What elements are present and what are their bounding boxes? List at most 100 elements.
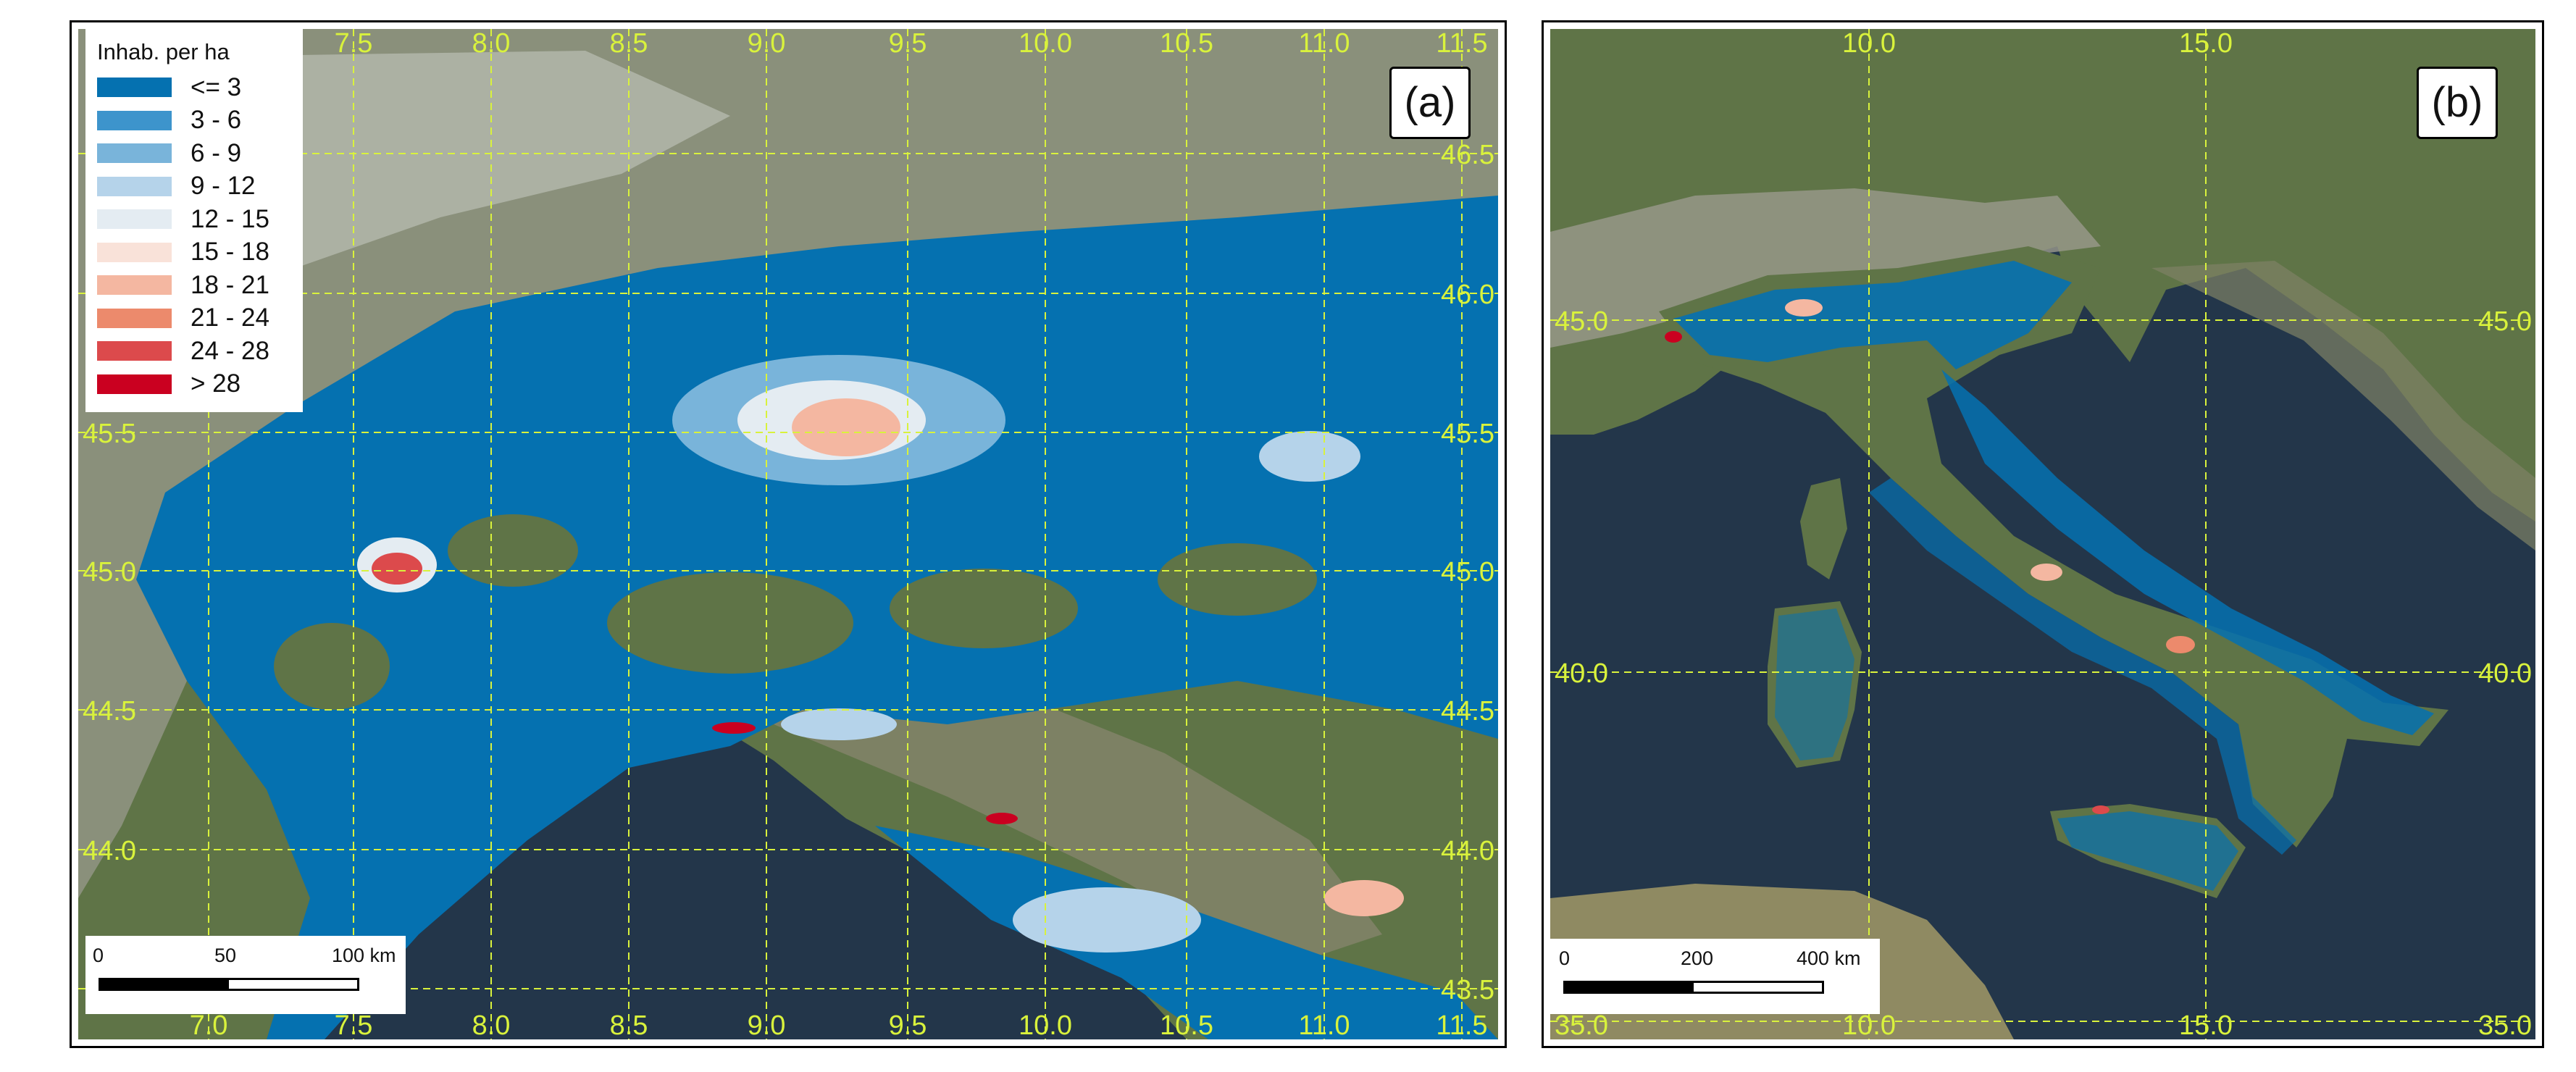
lat-labels-left-b: 45.0 40.0 35.0 <box>1555 306 1608 1039</box>
legend-swatch <box>97 110 172 130</box>
legend-label: 3 - 6 <box>191 106 242 135</box>
density-high-genoa <box>712 722 756 734</box>
legend-item: 9 - 12 <box>97 170 291 204</box>
scale-tick: 400 km <box>1797 947 1861 969</box>
rural-gap <box>890 569 1078 648</box>
scale-tick: 50 <box>214 945 237 966</box>
legend-item: 6 - 9 <box>97 137 291 170</box>
lat-label: 43.5 <box>1441 975 1494 1005</box>
rural-gap <box>274 623 390 710</box>
map-panel-a[interactable]: 7.5 8.0 8.5 9.0 9.5 10.0 10.5 11.0 11.5 … <box>78 29 1498 1039</box>
legend-item: > 28 <box>97 368 291 401</box>
map-a-canvas: 7.5 8.0 8.5 9.0 9.5 10.0 10.5 11.0 11.5 … <box>78 29 1498 1039</box>
legend-swatch <box>97 374 172 394</box>
density-medium <box>781 708 897 740</box>
legend-swatch <box>97 242 172 262</box>
lat-label: 45.5 <box>83 419 136 449</box>
rural-gap <box>1158 543 1317 616</box>
lat-label: 40.0 <box>1555 658 1608 689</box>
lat-label: 44.0 <box>83 836 136 866</box>
lon-label: 11.5 <box>1436 29 1487 59</box>
lat-label: 44.5 <box>83 696 136 726</box>
lon-label: 9.0 <box>748 1010 786 1039</box>
lon-label: 11.0 <box>1298 1010 1350 1039</box>
map-panel-b[interactable]: 10.0 15.0 10.0 15.0 45.0 40.0 35.0 45.0 … <box>1550 29 2535 1039</box>
legend-item: 12 - 15 <box>97 203 291 236</box>
density-low-italy <box>1673 261 2072 369</box>
legend-item: 15 - 18 <box>97 236 291 269</box>
legend-item: 21 - 24 <box>97 302 291 335</box>
land-central-europe <box>1550 29 2535 522</box>
legend-swatch <box>97 209 172 230</box>
scale-tick: 0 <box>1559 947 1571 969</box>
lon-label: 7.5 <box>335 1010 373 1039</box>
lon-label: 9.5 <box>889 29 927 59</box>
hotspot-palermo <box>2092 805 2109 814</box>
lat-labels-right-b: 45.0 40.0 35.0 <box>2478 306 2532 1039</box>
lat-label: 45.0 <box>1555 306 1608 337</box>
lat-label: 45.0 <box>1441 557 1494 587</box>
lon-label: 15.0 <box>2179 29 2233 59</box>
scale-bar-a: 0 50 100 km <box>85 936 406 1014</box>
hotspot-rome <box>2031 564 2062 581</box>
panel-label-b: (b) <box>2417 67 2498 139</box>
density-high-turin <box>372 553 422 585</box>
lon-labels-top-b: 10.0 15.0 <box>1842 29 2233 59</box>
legend-swatch <box>97 143 172 164</box>
map-b-canvas: 10.0 15.0 10.0 15.0 45.0 40.0 35.0 45.0 … <box>1550 29 2535 1039</box>
balkans <box>2151 261 2535 550</box>
legend-label: 6 - 9 <box>191 138 242 167</box>
lon-label: 9.5 <box>889 1010 927 1039</box>
graticule-b <box>1550 29 2535 1039</box>
hotspot-milan <box>1785 299 1823 317</box>
density-high-milan <box>792 398 900 456</box>
density-low-adriatic <box>1941 369 2434 735</box>
legend-label: 12 - 15 <box>191 204 269 233</box>
lat-labels-right-a: 46.5 46.0 45.5 45.0 44.5 44.0 43.5 <box>1441 140 1494 1005</box>
scale-tick: 200 <box>1681 947 1714 969</box>
lon-label: 10.5 <box>1160 29 1213 59</box>
lon-labels-bottom-b: 10.0 15.0 <box>1842 1010 2233 1039</box>
scale-tick: 0 <box>93 945 104 966</box>
legend-label: 21 - 24 <box>191 303 269 332</box>
lon-label: 10.5 <box>1160 1010 1213 1039</box>
land-italy <box>1659 246 2449 847</box>
lat-label: 45.0 <box>2478 306 2532 337</box>
legend-item: 24 - 28 <box>97 335 291 368</box>
legend-swatch <box>97 341 172 361</box>
lon-label: 7.5 <box>335 29 373 59</box>
lon-label: 8.5 <box>610 1010 648 1039</box>
lon-label: 9.0 <box>748 29 786 59</box>
legend-item: 3 - 6 <box>97 104 291 138</box>
lat-label: 35.0 <box>1555 1010 1608 1039</box>
panel-label-a: (a) <box>1389 67 1471 139</box>
legend-item: <= 3 <box>97 71 291 104</box>
lon-label: 8.0 <box>472 29 511 59</box>
land-corsica <box>1800 478 1847 579</box>
lat-labels-left-a: 45.5 45.0 44.5 44.0 <box>83 419 136 866</box>
lat-label: 46.0 <box>1441 280 1494 310</box>
legend-item: 18 - 21 <box>97 269 291 302</box>
lon-label: 10.0 <box>1019 1010 1072 1039</box>
legend-label: 15 - 18 <box>191 238 269 267</box>
density-medium <box>1013 887 1201 952</box>
lat-label: 46.5 <box>1441 140 1494 170</box>
legend-label: 9 - 12 <box>191 172 256 201</box>
hotspot-naples <box>2166 636 2195 653</box>
rural-gap <box>448 514 578 587</box>
scale-bar-b: 0 200 400 km <box>1550 939 1880 1014</box>
lat-label: 45.5 <box>1441 419 1494 449</box>
lon-labels-bottom-a: 7.0 7.5 8.0 8.5 9.0 9.5 10.0 10.5 11.0 1… <box>190 1010 1488 1039</box>
legend-swatch <box>97 176 172 196</box>
lat-label: 45.0 <box>83 557 136 587</box>
density-low-sicily <box>2057 811 2238 891</box>
lat-label: 35.0 <box>2478 1010 2532 1039</box>
lat-label: 44.0 <box>1441 836 1494 866</box>
lon-label: 11.0 <box>1298 29 1350 59</box>
rural-gap <box>607 572 853 674</box>
legend-label: 24 - 28 <box>191 336 269 365</box>
density-legend: Inhab. per ha <= 3 3 - 6 6 - 9 9 - 12 12… <box>85 29 303 412</box>
legend-label: <= 3 <box>191 72 242 101</box>
legend-title: Inhab. per ha <box>97 39 230 64</box>
lon-label: 8.0 <box>472 1010 511 1039</box>
